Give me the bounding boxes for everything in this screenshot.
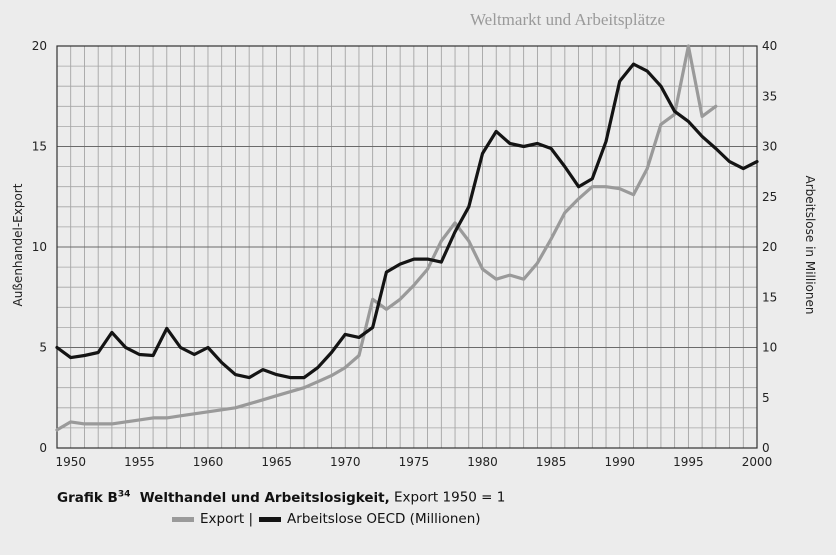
- x-tick-label: 1980: [467, 455, 498, 469]
- y-right-tick-label: 35: [762, 89, 777, 103]
- series-line-export: [55, 44, 718, 432]
- plot-frame: [56, 45, 758, 449]
- y-left-tick-label: 5: [39, 341, 47, 355]
- y-right-tick-label: 40: [762, 39, 777, 53]
- y-left-tick-label: 10: [32, 240, 47, 254]
- y-left-tick-label: 15: [32, 140, 47, 154]
- grid-lines: [56, 45, 758, 449]
- y-right-tick-label: 30: [762, 140, 777, 154]
- axes: [56, 45, 758, 449]
- x-tick-label: 1965: [261, 455, 292, 469]
- legend: Export | Arbeitslose OECD (Millionen): [172, 511, 481, 527]
- x-tick-label: 1950: [55, 455, 86, 469]
- series-lines: [55, 44, 759, 432]
- y-left-tick-label: 0: [39, 441, 47, 455]
- y-right-tick-label: 15: [762, 290, 777, 304]
- x-tick-label: 1975: [399, 455, 430, 469]
- legend-swatch-unemployment: [259, 516, 282, 522]
- figure-caption: Grafik B34 Welthandel und Arbeitslosigke…: [57, 489, 505, 506]
- y-right-tick-label: 0: [762, 441, 770, 455]
- x-tick-label: 1985: [536, 455, 567, 469]
- y-axis-right-title: Arbeitslose in Millionen: [803, 176, 817, 315]
- x-tick-label: 2000: [742, 455, 773, 469]
- y-right-tick-label: 20: [762, 240, 777, 254]
- x-tick-label: 1990: [604, 455, 635, 469]
- legend-label-export: Export |: [200, 511, 254, 527]
- tick-labels: 1950 1955 1960 1965 1970 1975 1980 1985 1990 1995…: [32, 39, 778, 469]
- background-page-text: Weltmarkt und Arbeitsplätze: [470, 10, 666, 29]
- x-tick-label: 1995: [673, 455, 704, 469]
- y-left-tick-label: 20: [32, 39, 47, 53]
- y-right-tick-label: 5: [762, 391, 770, 405]
- series-line-unemployment: [55, 62, 759, 380]
- x-tick-label: 1970: [330, 455, 361, 469]
- legend-label-unemployment: Arbeitslose OECD (Millionen): [287, 511, 481, 527]
- x-tick-label: 1960: [193, 455, 224, 469]
- caption-label-number: 34: [117, 489, 131, 499]
- y-right-tick-label: 25: [762, 190, 777, 204]
- x-tick-label: 1955: [124, 455, 155, 469]
- caption-note: Export 1950 = 1: [394, 489, 506, 506]
- legend-swatch-export: [172, 516, 194, 522]
- y-axis-left-title: Außenhandel-Export: [11, 183, 25, 306]
- caption-label: Grafik B: [57, 489, 118, 506]
- caption-title: Welthandel und Arbeitslosigkeit,: [139, 489, 390, 506]
- y-right-tick-label: 10: [762, 341, 777, 355]
